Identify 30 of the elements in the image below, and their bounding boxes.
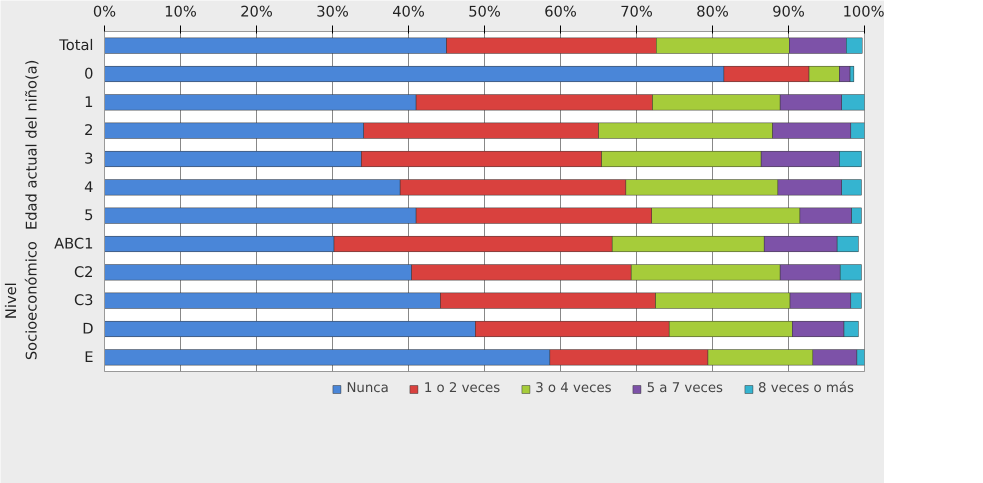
- y-tick-label: 3: [84, 150, 94, 168]
- legend-label: 5 a 7 veces: [646, 381, 723, 396]
- y-tick-label: 4: [84, 178, 94, 196]
- y-tick-label: C3: [74, 292, 94, 310]
- x-tick-label: 80%: [696, 4, 729, 20]
- x-tick-label: 60%: [544, 4, 577, 20]
- x-tick-label: 70%: [620, 4, 653, 20]
- y-tick-label: 1: [84, 94, 94, 111]
- x-tick-label: 40%: [392, 4, 425, 20]
- y-tick-label: 2: [84, 122, 94, 140]
- x-tick-label: 50%: [468, 4, 501, 20]
- x-tick-label: 90%: [772, 4, 805, 20]
- y-tick-label: D: [82, 320, 94, 338]
- y-tick-label: E: [84, 348, 94, 366]
- y-tick-label: 0: [84, 66, 94, 82]
- legend-label: 1 o 2 veces: [424, 381, 500, 396]
- y-tick-label: 5: [84, 207, 94, 224]
- x-tick-label: 0%: [92, 4, 116, 20]
- text: Edad actual del niño(a): [24, 60, 40, 230]
- text: Nivel Socioeconómico: [3, 241, 40, 360]
- y-tick-label: C2: [74, 264, 94, 281]
- legend-label: Nunca: [346, 381, 389, 396]
- y-tick-label: Total: [58, 37, 94, 54]
- x-tick-label: 100%: [842, 4, 885, 20]
- x-tick-label: 30%: [316, 4, 349, 20]
- x-tick-label: 20%: [240, 4, 273, 20]
- legend-label: 3 o 4 veces: [535, 381, 612, 396]
- legend-label: 8 veces o más: [758, 381, 854, 396]
- y-tick-label: ABC1: [54, 236, 94, 252]
- x-tick-label: 10%: [164, 4, 197, 20]
